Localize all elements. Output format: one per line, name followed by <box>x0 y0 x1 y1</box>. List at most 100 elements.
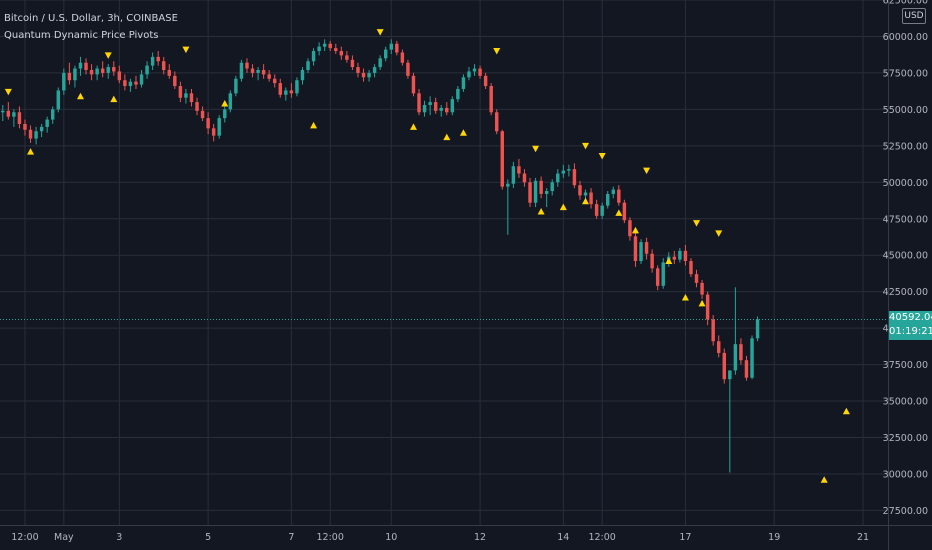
candle-body <box>694 274 699 283</box>
candle-body <box>45 119 49 127</box>
candle-body <box>384 49 388 59</box>
candle-body <box>284 90 288 95</box>
last-price-tag: 40592.04 01:19:21 <box>889 311 932 341</box>
candle-body <box>206 118 210 129</box>
candle-body <box>34 131 38 139</box>
symbol-title[interactable]: Bitcoin / U.S. Dollar, 3h, COINBASE <box>4 13 178 24</box>
candle-body <box>450 99 455 113</box>
y-tick-label: 47500.00 <box>883 214 928 225</box>
candle-body <box>422 105 427 113</box>
candle-body <box>528 182 532 203</box>
candle-body <box>617 189 621 203</box>
candle-body <box>517 166 521 174</box>
pivot-low-marker <box>681 294 689 301</box>
x-tick-label: 5 <box>205 532 211 543</box>
candle-body <box>661 262 665 286</box>
candle-body <box>245 62 249 69</box>
candle-body <box>289 90 294 94</box>
y-tick-label: 62500.00 <box>883 0 928 7</box>
candle-body <box>511 166 516 184</box>
candle-body <box>461 77 466 89</box>
pivot-high-marker <box>182 46 190 54</box>
x-tick-label: 19 <box>768 532 780 543</box>
candle-body <box>256 70 260 73</box>
x-tick-label: 12:00 <box>588 532 615 543</box>
pivot-low-marker <box>631 226 639 234</box>
candle-body <box>145 65 149 75</box>
candle-body <box>317 46 321 52</box>
candle-body <box>711 319 715 342</box>
candle-body <box>156 56 160 62</box>
candle-body <box>489 86 493 113</box>
candle-body <box>655 268 660 286</box>
candle-body <box>644 242 649 254</box>
candle-body <box>533 180 538 203</box>
candle-body <box>483 75 488 87</box>
candle-body <box>261 70 266 75</box>
last-price-value: 40592.04 <box>889 312 932 324</box>
pivot-low-marker <box>110 95 118 103</box>
y-tick-label: 45000.00 <box>883 251 928 262</box>
candle-body <box>211 128 216 136</box>
y-tick-label: 52500.00 <box>883 141 928 152</box>
candle-body <box>300 70 305 81</box>
candle-body <box>600 205 604 216</box>
candle-body <box>372 67 377 73</box>
candle-body <box>478 68 482 76</box>
candle-body <box>228 93 233 110</box>
candle-body <box>678 250 682 260</box>
candle-body <box>123 80 127 87</box>
pivot-low-marker <box>310 121 318 129</box>
candle-body <box>411 75 416 94</box>
candle-body <box>173 75 177 87</box>
candle-body <box>539 180 543 194</box>
y-tick-label: 32500.00 <box>883 433 928 444</box>
pivot-high-marker <box>493 48 501 55</box>
candle-body <box>439 107 443 111</box>
candle-body <box>406 62 410 76</box>
currency-button[interactable]: USD <box>902 8 926 24</box>
candle-body <box>717 341 721 353</box>
pivot-low-marker <box>76 92 84 100</box>
y-tick-label: 57500.00 <box>883 68 928 79</box>
y-tick-label: 27500.00 <box>883 506 928 517</box>
candle-body <box>500 131 504 187</box>
candle-body <box>356 67 360 73</box>
candle-body <box>378 58 382 68</box>
candle-body <box>639 242 643 262</box>
candle-body <box>467 71 471 78</box>
candle-body <box>39 126 44 132</box>
candle-body <box>506 183 510 187</box>
candle-body <box>67 72 72 81</box>
candle-body <box>456 88 460 100</box>
candle-body <box>150 56 155 66</box>
candle-body <box>622 202 627 221</box>
candle-body <box>572 169 577 186</box>
candle-body <box>722 352 726 380</box>
pivot-low-marker <box>459 129 467 136</box>
y-tick-label: 35000.00 <box>883 397 928 408</box>
candle-body <box>672 256 677 260</box>
candle-body <box>223 109 227 119</box>
candle-body <box>361 72 366 78</box>
pivot-high-marker <box>104 52 112 59</box>
candle-body <box>311 51 316 62</box>
pivot-low-marker <box>582 197 590 205</box>
indicator-title[interactable]: Quantum Dynamic Price Pivots <box>4 30 159 41</box>
candle-body <box>744 360 749 378</box>
pivot-high-marker <box>598 153 606 160</box>
pivot-low-marker <box>698 299 706 307</box>
candle-body <box>56 90 60 110</box>
candle-body <box>739 344 743 361</box>
candle-body <box>267 74 271 79</box>
candle-body <box>339 51 344 56</box>
candle-body <box>650 253 654 269</box>
candle-body <box>139 74 144 85</box>
candle-body <box>561 170 566 174</box>
candle-body <box>606 193 610 206</box>
pivot-high-marker <box>715 230 723 237</box>
candle-body <box>73 68 77 81</box>
candle-body <box>23 123 27 130</box>
candle-body <box>583 192 588 196</box>
